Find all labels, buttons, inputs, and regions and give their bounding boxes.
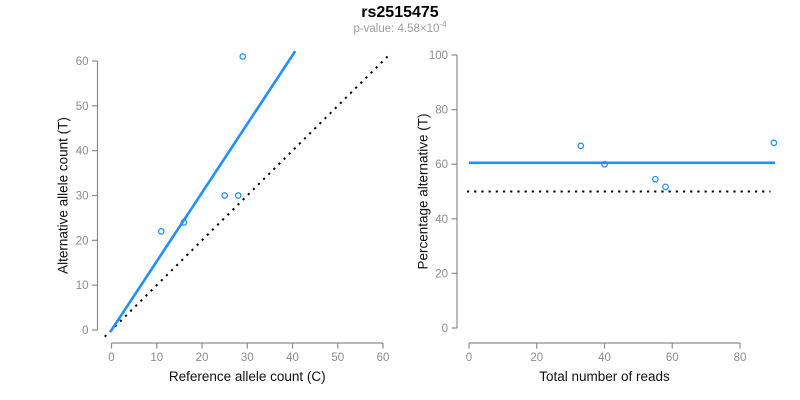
pvalue-text: p-value: 4.58×10 [353,23,440,35]
y-tick-label: 30 [76,191,89,203]
y-tick-label: 80 [435,105,448,117]
y-tick-label: 50 [76,101,89,113]
x-axis-title: Total number of reads [539,369,670,384]
x-axis-title: Reference allele count (C) [169,369,326,384]
y-tick-label: 20 [76,235,89,247]
y-tick-label: 40 [76,146,89,158]
data-point [239,53,247,60]
pvalue-subtitle: p-value: 4.58×10-4 [0,20,800,36]
y-tick-label: 60 [435,159,448,171]
y-axis-title: Percentage alternative (T) [416,113,431,269]
y-tick-label: 20 [435,268,448,280]
chart-title: rs2515475 [361,4,439,21]
y-axis-title: Alternative allele count (T) [56,117,71,274]
data-point [577,142,585,150]
x-tick-label: 60 [666,352,679,364]
x-tick-label: 40 [598,352,611,364]
plot-1: 0 10 20 30 40 50 60 0 10 20 30 40 50 60 Reference alle… [56,50,390,384]
y-tick-label: 0 [82,325,88,337]
chart-header: rs2515475 p-value: 4.58×10-4 [0,3,800,36]
x-tick-label: 0 [108,352,114,364]
x-tick-label: 40 [286,352,299,364]
x-tick-label: 30 [241,352,254,364]
data-point [601,160,608,168]
x-tick-label: 80 [734,352,747,364]
fit-line [109,50,297,333]
y-tick-label: 100 [429,50,448,62]
y-tick-label: 10 [76,280,89,292]
x-tick-label: 20 [196,352,209,364]
y-tick-label: 40 [435,214,448,226]
data-point [662,183,669,191]
pvalue-exponent: -4 [439,20,447,30]
identity-line [104,55,389,338]
x-tick-label: 50 [331,352,344,364]
data-point [234,192,242,199]
x-tick-label: 10 [150,352,163,364]
y-tick-label: 0 [442,323,448,335]
x-tick-label: 20 [530,352,543,364]
y-tick-label: 60 [76,56,89,68]
plot-2: 0 20 40 60 80 0 20 40 60 80 100 Total number of rea… [416,50,778,384]
data-point [157,228,165,235]
x-tick-label: 0 [466,352,472,364]
data-point [180,219,188,226]
data-point [651,175,659,183]
data-point [770,139,778,147]
data-point [221,192,228,199]
x-tick-label: 60 [377,352,390,364]
